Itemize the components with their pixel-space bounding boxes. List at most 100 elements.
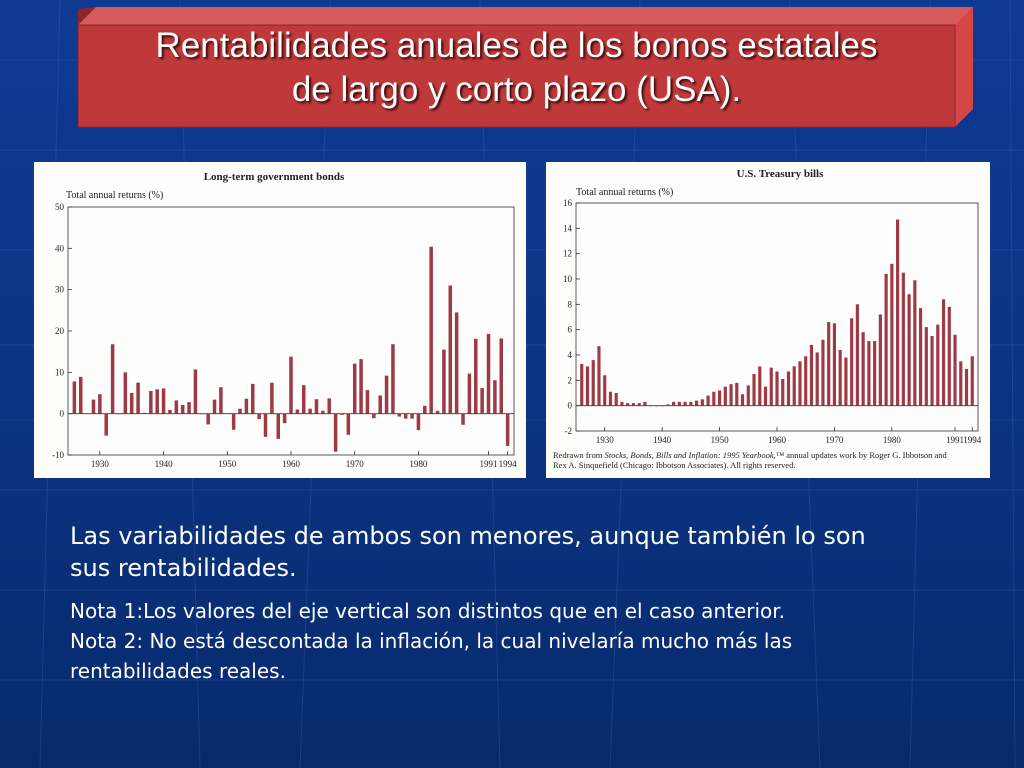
- bar-1935: [129, 393, 134, 414]
- bar-1985: [918, 308, 923, 406]
- y-tick-label: -10: [52, 450, 64, 460]
- bar-1963: [308, 408, 312, 414]
- bar-1982: [901, 272, 905, 406]
- bar-1927: [585, 366, 590, 406]
- bar-1965: [804, 356, 808, 406]
- x-tick-label: 1991: [946, 435, 964, 445]
- treasury-bills-chart-panel: U.S. Treasury bills Total annual returns…: [546, 162, 990, 478]
- bar-1977: [397, 413, 402, 417]
- bar-1955: [746, 385, 750, 406]
- y-tick-label: 16: [563, 198, 573, 208]
- bar-1981: [423, 405, 427, 414]
- x-tick-label: 1970: [825, 435, 844, 445]
- x-tick-label: 1930: [596, 435, 615, 445]
- bar-1951: [723, 386, 727, 406]
- y-tick-label: 4: [568, 350, 573, 360]
- bar-1966: [809, 344, 814, 406]
- bar-1932: [614, 393, 618, 406]
- x-tick-label: 1960: [282, 459, 301, 469]
- y-tick-label: 10: [563, 274, 573, 284]
- bar-1951: [231, 413, 236, 430]
- bar-1982: [429, 246, 433, 414]
- note-1: Nota 1:Los valores del eje vertical son …: [70, 599, 786, 623]
- bar-1989: [474, 338, 478, 414]
- bar-1965: [321, 410, 325, 414]
- x-tick-label: 1991: [480, 459, 498, 469]
- bar-1938: [149, 390, 153, 414]
- bar-1954: [740, 394, 745, 406]
- bar-1980: [416, 413, 421, 431]
- bar-1954: [251, 383, 255, 414]
- bar-1928: [85, 413, 89, 414]
- bar-1969: [827, 322, 831, 406]
- bar-1959: [769, 367, 773, 406]
- bar-1968: [821, 339, 825, 406]
- y-tick-label: 14: [563, 223, 573, 233]
- bar-1939: [654, 405, 658, 407]
- bar-1964: [314, 399, 319, 414]
- bar-1930: [98, 394, 102, 414]
- bar-1945: [689, 401, 693, 406]
- bar-1967: [333, 413, 338, 452]
- bar-1943: [180, 404, 185, 414]
- bar-1957: [758, 366, 762, 406]
- bar-1987: [461, 413, 465, 425]
- bar-1931: [104, 413, 108, 436]
- bar-1973: [850, 318, 854, 406]
- chart-title: U.S. Treasury bills: [737, 168, 825, 180]
- bar-1939: [155, 389, 159, 414]
- bar-1988: [467, 373, 472, 414]
- bar-1979: [410, 413, 414, 419]
- bar-1990: [480, 388, 484, 414]
- bar-1964: [798, 361, 802, 406]
- y-tick-label: 8: [568, 299, 573, 309]
- bar-1946: [200, 413, 204, 415]
- bar-1953: [735, 382, 739, 406]
- bar-1929: [597, 346, 601, 406]
- chart-title: Long-term government bonds: [204, 171, 345, 183]
- bar-1974: [378, 395, 382, 414]
- bar-1976: [391, 344, 395, 414]
- bar-1970: [352, 363, 357, 414]
- slide-title-line2: de largo y corto plazo (USA).: [291, 70, 742, 109]
- bar-1994: [505, 413, 510, 446]
- bar-1944: [683, 401, 687, 406]
- bar-1960: [775, 371, 779, 406]
- bar-1934: [626, 403, 630, 406]
- bar-1952: [729, 384, 733, 406]
- chart-y-axis-label: Total annual returns (%): [576, 187, 673, 198]
- bar-1981: [896, 219, 900, 406]
- y-tick-label: 30: [55, 285, 65, 295]
- bar-1963: [792, 366, 796, 406]
- bar-1978: [403, 413, 408, 419]
- bar-1927: [78, 376, 83, 414]
- bar-1956: [752, 374, 756, 406]
- bar-1968: [340, 413, 344, 415]
- bar-1992: [493, 380, 497, 414]
- bar-1977: [873, 341, 877, 406]
- bar-1937: [142, 412, 147, 414]
- bar-1948: [706, 395, 710, 406]
- bar-1958: [763, 386, 768, 406]
- bar-1935: [631, 403, 636, 406]
- y-tick-label: 20: [55, 326, 65, 336]
- bar-1994: [970, 356, 974, 406]
- bar-1991: [486, 333, 491, 414]
- note-2: Nota 2: No está descontada la inflación,…: [70, 629, 793, 683]
- bar-1984: [913, 280, 917, 406]
- bar-1936: [136, 382, 140, 414]
- bar-1971: [838, 349, 842, 406]
- bar-1945: [193, 369, 198, 414]
- y-tick-label: 50: [55, 202, 65, 212]
- bar-1975: [384, 375, 389, 414]
- bar-1967: [815, 352, 819, 406]
- bar-1962: [786, 371, 791, 406]
- bar-1958: [276, 413, 280, 439]
- bar-1936: [637, 403, 641, 406]
- bar-1949: [219, 387, 223, 414]
- bar-1941: [168, 409, 172, 414]
- bar-1953: [244, 398, 249, 414]
- x-tick-label: 1994: [499, 459, 517, 469]
- bar-1948: [212, 399, 217, 414]
- main-paragraph: Las variabilidades de ambos son menores,…: [70, 522, 866, 582]
